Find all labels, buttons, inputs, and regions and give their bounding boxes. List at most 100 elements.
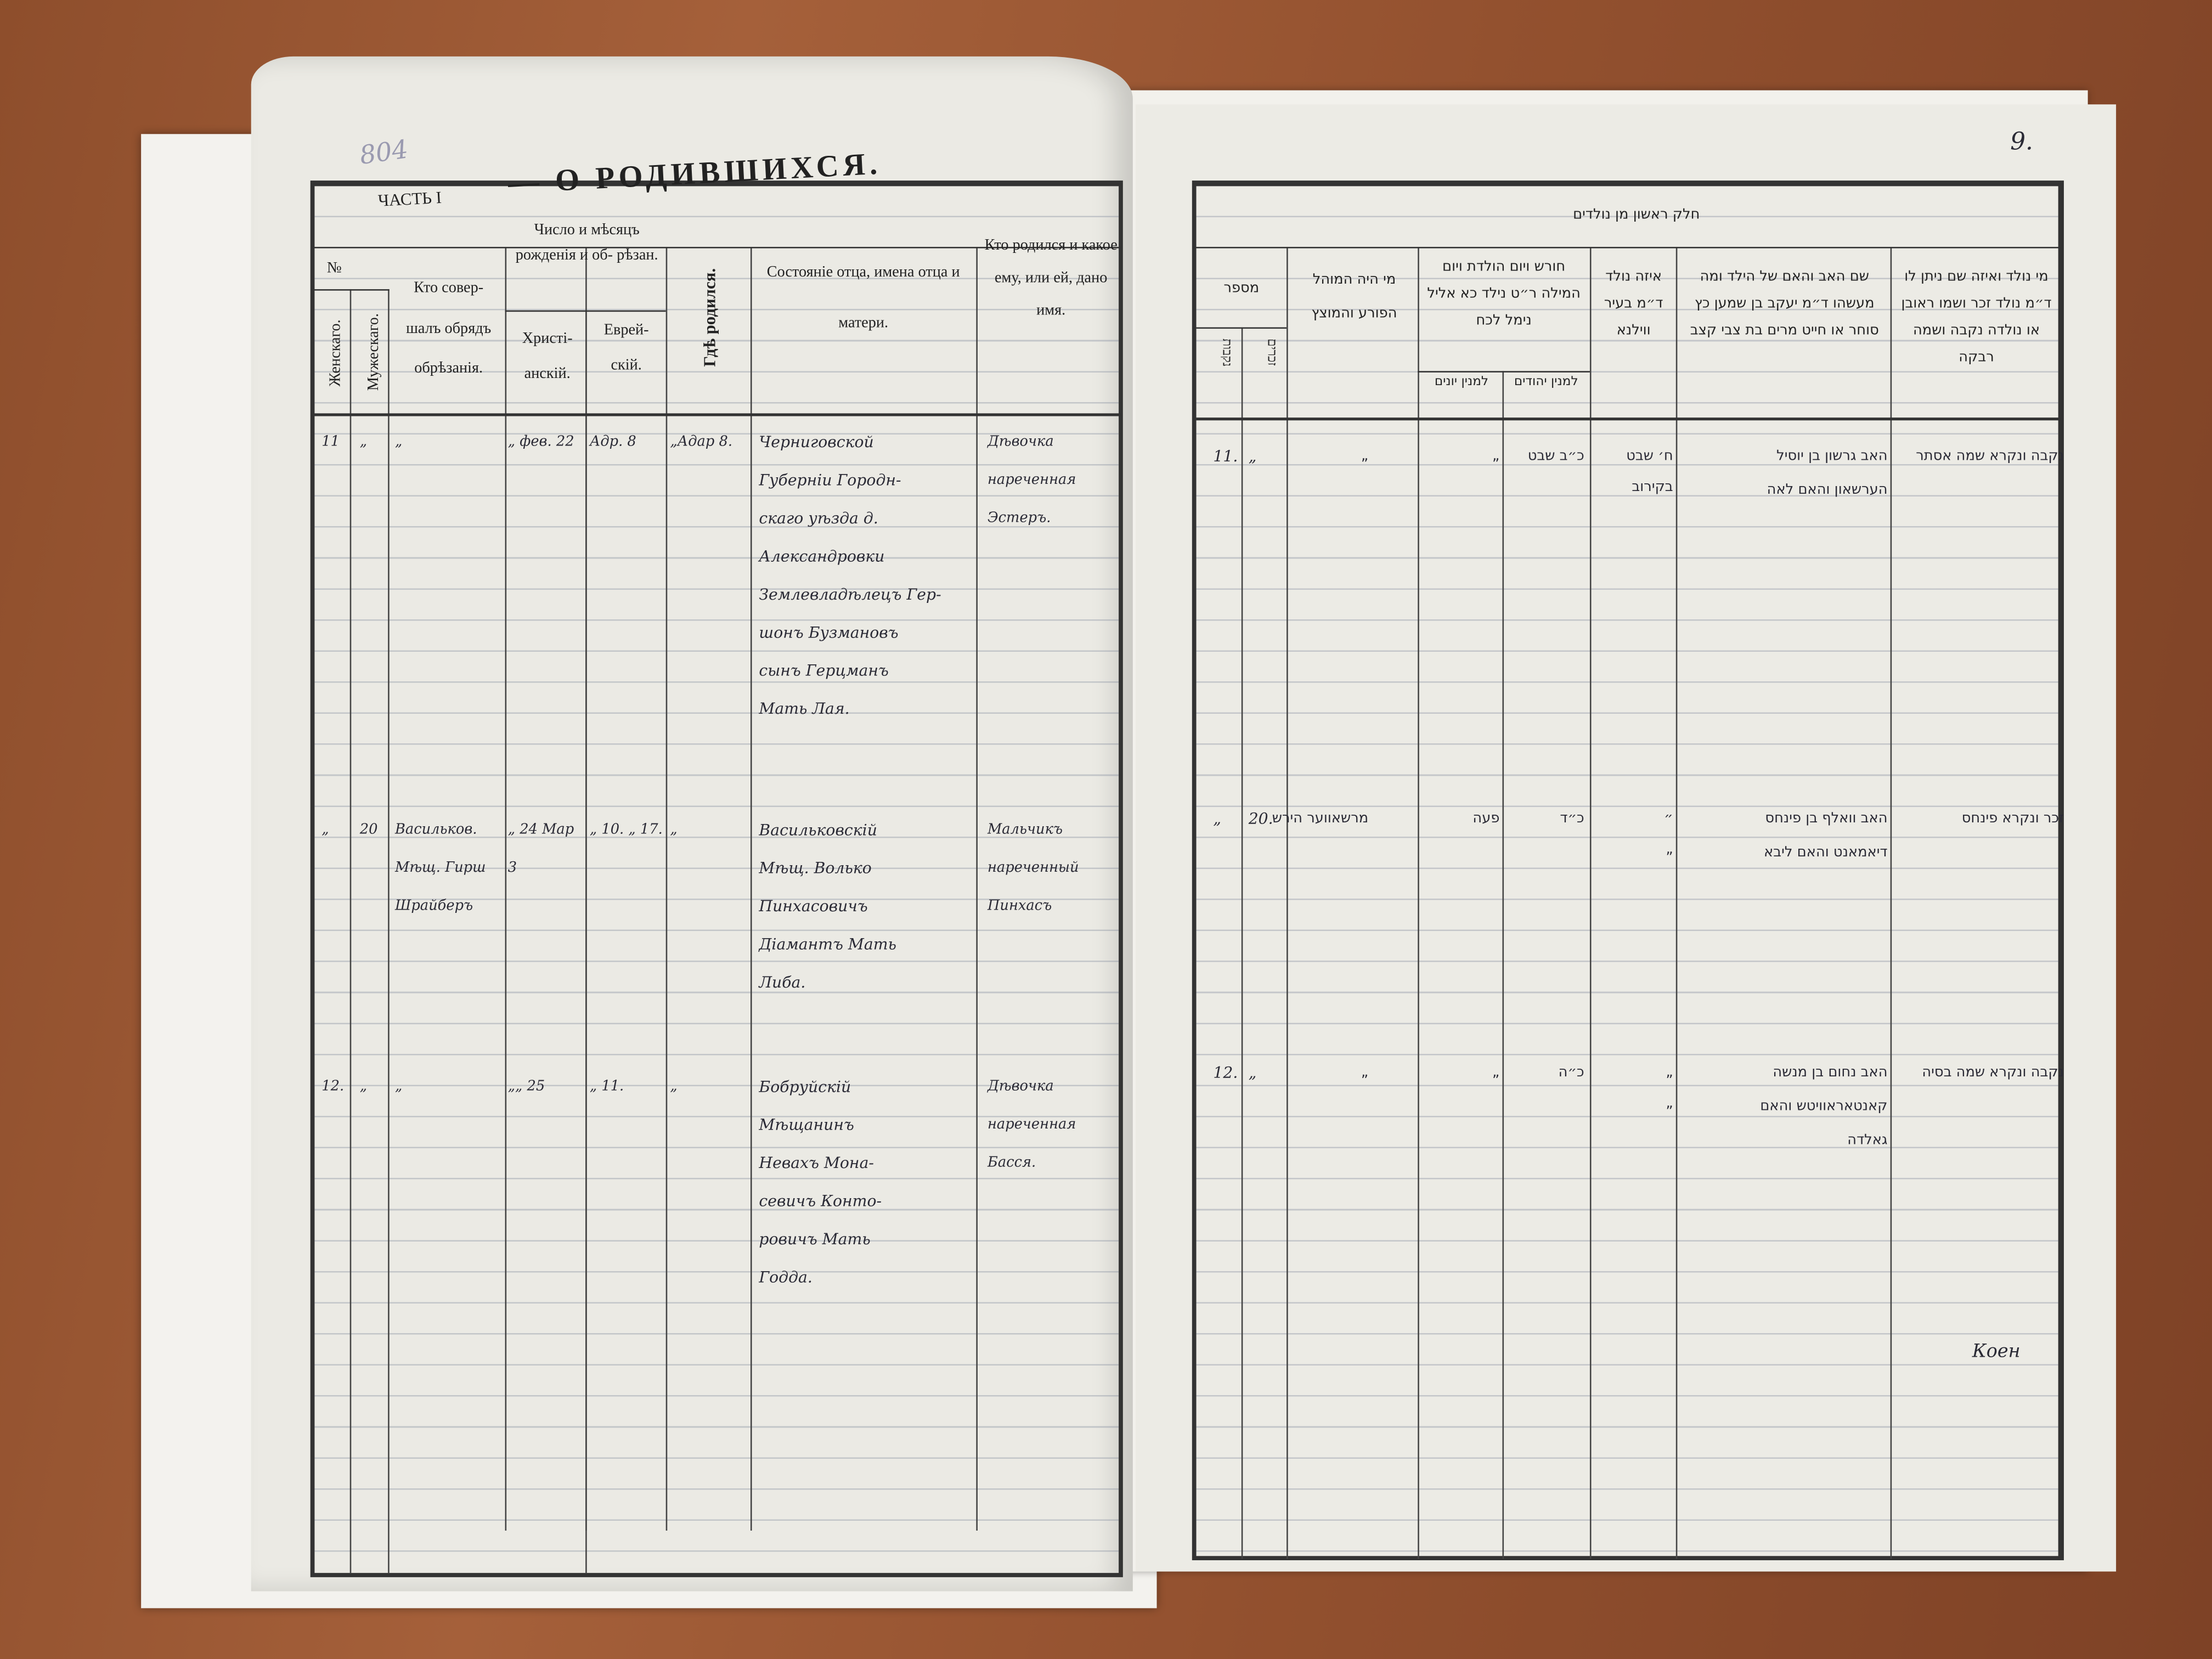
right-header-male: זכרים bbox=[1265, 338, 1280, 366]
entry-male: 20 bbox=[359, 822, 378, 838]
right-header-mohel: מי היה המוהל הפורע והמוצץ bbox=[1311, 272, 1397, 322]
entry-parents-line: ровичъ Мать bbox=[759, 1230, 871, 1249]
header-top-rule bbox=[313, 246, 1120, 249]
entry-female: 12. bbox=[321, 1079, 345, 1095]
column-rule bbox=[1675, 246, 1678, 1559]
entry-birthplace: „ bbox=[670, 822, 678, 838]
column-rule bbox=[1241, 327, 1243, 1559]
entry-child-line: Дѣвочка bbox=[987, 434, 1054, 450]
column-rule bbox=[665, 246, 668, 1531]
entry-parents-line: Пинхасовичъ bbox=[759, 897, 868, 916]
entry-child-line: нареченная bbox=[987, 1117, 1076, 1133]
right-header-dates: חורש ויום הולדת ויום המילה ר״ט נילד כא א… bbox=[1427, 259, 1581, 329]
entry-mohel: „ bbox=[1361, 448, 1369, 464]
entry-female: 11 bbox=[321, 434, 340, 450]
entry-parents-line: Невахъ Мона- bbox=[759, 1154, 874, 1172]
entry-performer: „ bbox=[394, 434, 403, 450]
entry-parents-line: Либа. bbox=[759, 973, 806, 992]
header-parents: Состояніе отца, имена отца и матери. bbox=[766, 263, 960, 332]
entry-gentile: „ bbox=[1492, 1065, 1500, 1081]
entry-child: נקבה ונקרא שמה אסתר bbox=[1916, 448, 2064, 464]
header-birthplace: Гдѣ родился. bbox=[699, 268, 720, 367]
entry-christian: „ 24 Мар 3 bbox=[507, 822, 574, 876]
column-rule bbox=[1286, 246, 1288, 1559]
entry-parents-line: Бобруйскій bbox=[759, 1077, 851, 1096]
entry-place: ״ bbox=[1664, 811, 1673, 827]
header-bottom-rule bbox=[313, 413, 1120, 416]
entry-number: „ bbox=[1213, 809, 1222, 828]
right-header-female: נקבות bbox=[1220, 338, 1234, 367]
right-header-dates-jewish: למנין יהודים bbox=[1514, 375, 1578, 390]
entry-parents-line: Діамантъ Мать bbox=[759, 935, 897, 954]
entry-male: „ bbox=[359, 1079, 368, 1095]
right-header-place: איזה נולד ד״מ בעיר ווילנא bbox=[1604, 269, 1663, 339]
entry-jewish: כ״ה bbox=[1558, 1065, 1584, 1081]
entry-parents-line: Черниговской bbox=[759, 433, 874, 452]
right-page bbox=[1135, 104, 2117, 1572]
entry-male: „ bbox=[1248, 1063, 1257, 1082]
right-register-table bbox=[1192, 180, 2064, 1560]
entry-jewish: Адр. 8 bbox=[589, 434, 636, 450]
entry-jewish: „ 11. bbox=[589, 1079, 624, 1095]
entry-parents-line: Губерніи Городн- bbox=[759, 471, 901, 490]
entry-birthplace: „ bbox=[670, 1079, 678, 1095]
entry-parents-line: קאנטאראוויטש והאם bbox=[1760, 1099, 1888, 1115]
entry-number: 11. bbox=[1213, 447, 1238, 466]
entry-town: בקירוב bbox=[1632, 479, 1673, 495]
right-header-dates-gentile: למנין יונים bbox=[1434, 375, 1489, 390]
right-header-top-rule bbox=[1196, 246, 2060, 249]
entry-child: נקבה ונקרא שמה בסיה bbox=[1922, 1065, 2064, 1081]
date-header-rule bbox=[505, 310, 666, 312]
left-page bbox=[251, 56, 1133, 1592]
entry-place: ח׳ שבט bbox=[1626, 448, 1673, 464]
header-child: Кто родился и какое ему, или ей, дано им… bbox=[984, 236, 1118, 319]
right-number-rule bbox=[1196, 327, 1287, 329]
header-christian: Христі- анскій. bbox=[522, 330, 573, 383]
entry-parents-line: сынъ Герцманъ bbox=[759, 661, 889, 680]
column-rule bbox=[1418, 246, 1419, 1559]
entry-parents-line: Землевладѣлецъ Гер- bbox=[759, 585, 941, 604]
right-date-rule bbox=[1418, 371, 1590, 373]
column-rule bbox=[505, 246, 507, 1531]
entry-parents-line: Мать Лая. bbox=[759, 699, 850, 718]
entry-mohel: מרשאווער הירש bbox=[1272, 811, 1369, 827]
header-number: № bbox=[326, 259, 342, 276]
part-label: ЧАСТЬ I bbox=[377, 187, 442, 211]
column-rule bbox=[1502, 371, 1504, 1559]
right-header-number: מספר bbox=[1223, 280, 1260, 296]
pencil-folio-mark: 804 bbox=[358, 135, 410, 171]
entry-child-line: Эстеръ. bbox=[987, 510, 1051, 527]
entry-parents-line: גאלדה bbox=[1847, 1132, 1888, 1149]
right-header-parents: שם האב והאם של הילד ומה מעשהו ד״מ יעקב ב… bbox=[1690, 269, 1879, 339]
page-number: 9. bbox=[2010, 128, 2033, 157]
column-rule bbox=[585, 310, 587, 1573]
number-header-rule bbox=[313, 289, 390, 291]
entry-jewish: „ 10. „ 17. bbox=[589, 822, 663, 838]
entry-child-line: нареченная bbox=[987, 472, 1076, 488]
entry-parents-line: הערשאון והאם לאה bbox=[1767, 482, 1888, 498]
entry-christian: „„ 25 bbox=[507, 1079, 545, 1095]
entry-gentile: „ bbox=[1492, 448, 1500, 464]
entry-child-line: Мальчикъ bbox=[987, 822, 1063, 838]
column-rule bbox=[1890, 246, 1892, 1559]
header-female: Женскаго. bbox=[327, 319, 345, 386]
column-rule bbox=[976, 246, 978, 1531]
entry-male: 20. bbox=[1248, 809, 1273, 828]
entry-child: זכר ונקרא פינחס bbox=[1961, 811, 2064, 827]
entry-parents-line: האב גרשון בן יוסיל bbox=[1776, 448, 1888, 464]
header-jewish: Еврей- скій. bbox=[603, 321, 649, 375]
column-rule bbox=[349, 289, 352, 1573]
entry-male: „ bbox=[1248, 447, 1257, 466]
entry-town: „ bbox=[1666, 1096, 1673, 1112]
entry-jewish: כ״ב שבט bbox=[1527, 448, 1584, 464]
entry-parents-line: האב וואלף בן פינחס bbox=[1765, 811, 1888, 827]
entry-parents-line: Годда. bbox=[759, 1268, 812, 1287]
entry-parents-line: Александровки bbox=[759, 547, 885, 566]
entry-performer: Васильков. Мѣщ. Гирш Шрайберъ bbox=[394, 822, 486, 915]
entry-parents-line: Мѣщ. Волько bbox=[759, 859, 872, 878]
entry-child-line: Пинхасъ bbox=[987, 898, 1052, 915]
entry-female: „ bbox=[321, 822, 329, 838]
signature: Коен bbox=[1972, 1341, 2021, 1363]
entry-place: „ bbox=[1666, 1065, 1673, 1081]
